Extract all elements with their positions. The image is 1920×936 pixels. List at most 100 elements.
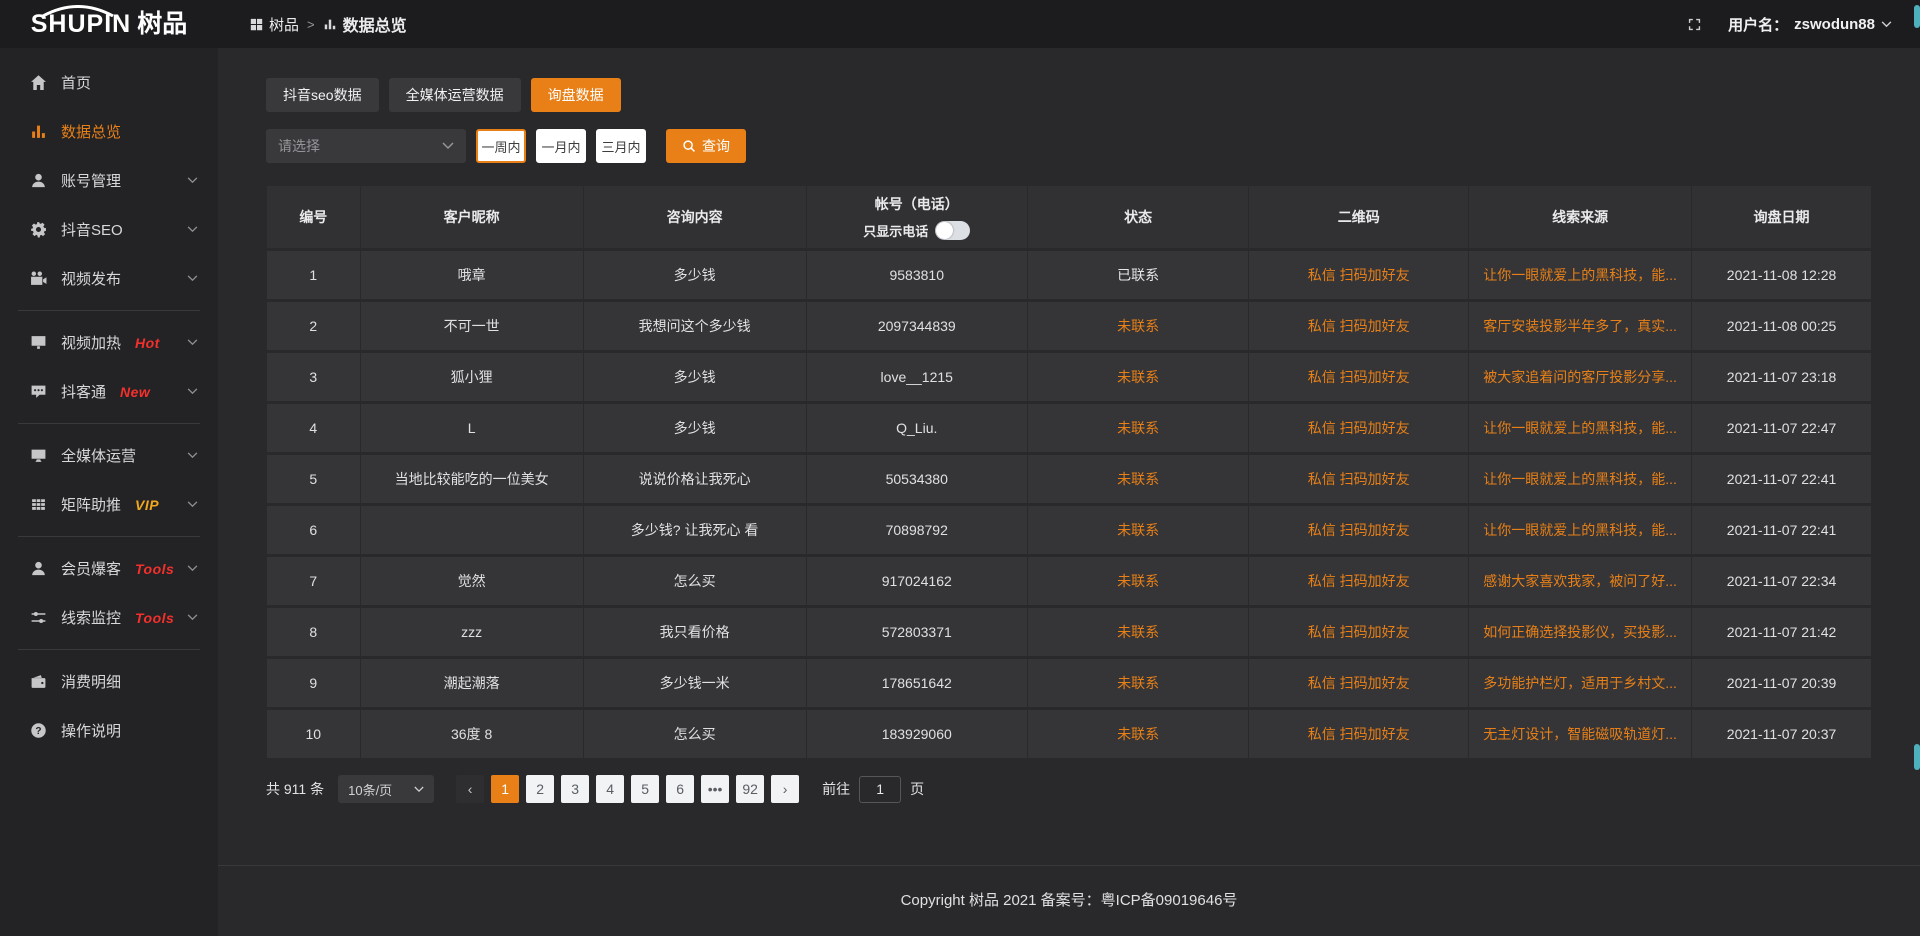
qr-friend-link[interactable]: 私信 扫码加好友 [1307,420,1410,436]
lead-source-link[interactable]: 让你一眼就爱上的黑科技，能... [1483,522,1677,538]
page-button-1[interactable]: 1 [491,775,520,803]
account-select[interactable]: 请选择 [266,129,466,163]
lead-source-link[interactable]: 感谢大家喜欢我家，被问了好... [1483,573,1677,589]
page-ellipsis-button[interactable]: ••• [701,775,730,803]
breadcrumb-root[interactable]: 树品 [250,14,299,35]
next-page-button[interactable]: › [771,775,800,803]
col-qrcode: 二维码 [1249,186,1469,248]
sidebar: 首页 数据总览 账号管理 抖音SEO 视频发布 视频加热 Hot 抖客通 New… [0,48,218,936]
new-badge: New [120,383,151,400]
sidebar-item-account-mgmt[interactable]: 账号管理 [0,156,218,205]
status-badge: 未联系 [1117,369,1160,385]
fullscreen-icon[interactable] [1687,17,1702,32]
per-page-select[interactable]: 10条/页 [338,775,435,803]
tools-badge: Tools [135,560,175,577]
page-button-6[interactable]: 6 [666,775,695,803]
table-row: 4 L 多少钱 Q_Liu. 未联系 私信 扫码加好友 让你一眼就爱上的黑科技，… [267,404,1871,452]
qr-friend-link[interactable]: 私信 扫码加好友 [1307,624,1410,640]
inquiry-table: 编号 客户昵称 咨询内容 帐号（电话） 只显示电话 状态 二维码 线索来源 询盘… [266,183,1872,761]
vip-badge: VIP [135,496,160,513]
goto-page-input[interactable] [859,775,902,803]
qr-friend-link[interactable]: 私信 扫码加好友 [1307,318,1410,334]
lead-source-link[interactable]: 让你一眼就爱上的黑科技，能... [1483,267,1677,283]
sidebar-item-video-heating[interactable]: 视频加热 Hot [0,318,218,367]
qr-friend-link[interactable]: 私信 扫码加好友 [1307,471,1410,487]
sidebar-item-omni-media[interactable]: 全媒体运营 [0,431,218,480]
tab-inquiry-data[interactable]: 询盘数据 [530,78,621,112]
copyright-text: Copyright 树品 2021 备案号：粤ICP备09019646号 [900,892,1238,909]
lead-source-link[interactable]: 如何正确选择投影仪，买投影... [1483,624,1677,640]
sidebar-item-help[interactable]: ? 操作说明 [0,706,218,755]
home-icon [30,74,47,91]
lead-source-link[interactable]: 无主灯设计，智能磁吸轨道灯... [1483,726,1677,742]
sidebar-item-home[interactable]: 首页 [0,58,218,107]
toggle-knob [936,222,954,239]
status-badge: 未联系 [1117,624,1160,640]
col-account: 帐号（电话） 只显示电话 [806,186,1027,248]
lead-source-link[interactable]: 让你一眼就爱上的黑科技，能... [1483,471,1677,487]
sidebar-item-lead-monitor[interactable]: 线索监控 Tools [0,593,218,642]
sidebar-item-data-overview[interactable]: 数据总览 [0,107,218,156]
lead-source-link[interactable]: 让你一眼就爱上的黑科技，能... [1483,420,1677,436]
lead-source-link[interactable]: 多功能护栏灯，适用于乡村文... [1483,675,1677,691]
sidebar-item-douketong[interactable]: 抖客通 New [0,367,218,416]
chevron-down-icon [187,226,198,233]
table-row: 1 哦章 多少钱 9583810 已联系 私信 扫码加好友 让你一眼就爱上的黑科… [267,251,1871,299]
svg-text:?: ? [35,726,41,737]
page-button-92[interactable]: 92 [736,775,765,803]
hot-badge: Hot [135,334,160,351]
period-quarter-button[interactable]: 三月内 [596,129,646,163]
sidebar-item-member-burst[interactable]: 会员爆客 Tools [0,544,218,593]
qr-friend-link[interactable]: 私信 扫码加好友 [1307,522,1410,538]
search-icon [682,139,696,153]
user-icon [30,172,47,189]
table-row: 5 当地比较能吃的一位美女 说说价格让我死心 50534380 未联系 私信 扫… [267,455,1871,503]
chevron-down-icon [187,388,198,395]
chevron-down-icon [187,452,198,459]
period-month-button[interactable]: 一月内 [536,129,586,163]
sidebar-item-matrix-boost[interactable]: 矩阵助推 VIP [0,480,218,529]
bar-chart-icon [323,17,337,31]
scrollbar-thumb[interactable] [1914,5,1920,28]
sidebar-item-douyin-seo[interactable]: 抖音SEO [0,205,218,254]
period-week-button[interactable]: 一周内 [476,129,526,163]
qr-friend-link[interactable]: 私信 扫码加好友 [1307,573,1410,589]
goto-label: 前往 [822,781,851,797]
page-button-4[interactable]: 4 [596,775,625,803]
breadcrumb-separator: > [307,16,315,32]
search-button[interactable]: 查询 [666,129,746,163]
lead-source-link[interactable]: 客厅安装投影半年多了，真实... [1483,318,1677,334]
member-icon [30,560,47,577]
table-row: 3 狐小狸 多少钱 love__1215 未联系 私信 扫码加好友 被大家追着问… [267,353,1871,401]
table-row: 6 多少钱? 让我死心 看 70898792 未联系 私信 扫码加好友 让你一眼… [267,506,1871,554]
sliders-icon [30,609,47,626]
table-row: 7 觉然 怎么买 917024162 未联系 私信 扫码加好友 感谢大家喜欢我家… [267,557,1871,605]
select-placeholder: 请选择 [278,138,320,154]
qr-friend-link[interactable]: 私信 扫码加好友 [1307,726,1410,742]
lead-source-link[interactable]: 被大家追着问的客厅投影分享... [1483,369,1677,385]
topbar-right: 用户名： zswodun88 [1687,14,1920,35]
col-content: 咨询内容 [583,186,806,248]
sidebar-item-spend-detail[interactable]: 消费明细 [0,657,218,706]
bar-chart-icon [30,123,47,140]
qr-friend-link[interactable]: 私信 扫码加好友 [1307,675,1410,691]
user-menu[interactable]: 用户名： zswodun88 [1728,14,1892,35]
table-row: 10 36度 8 怎么买 183929060 未联系 私信 扫码加好友 无主灯设… [267,710,1871,758]
qr-friend-link[interactable]: 私信 扫码加好友 [1307,267,1410,283]
data-tabs: 抖音seo数据 全媒体运营数据 询盘数据 [266,48,1872,112]
chevron-down-icon [187,177,198,184]
page-button-2[interactable]: 2 [526,775,555,803]
tab-omni-media-data[interactable]: 全媒体运营数据 [388,78,521,112]
app-logo: SHUPIN 树品 [0,0,218,48]
prev-page-button[interactable]: ‹ [456,775,485,803]
scrollbar-thumb[interactable] [1914,744,1920,770]
qr-friend-link[interactable]: 私信 扫码加好友 [1307,369,1410,385]
sidebar-item-video-publish[interactable]: 视频发布 [0,254,218,303]
breadcrumb-current: 数据总览 [323,12,407,36]
phone-only-toggle[interactable] [935,221,971,240]
page-button-3[interactable]: 3 [561,775,590,803]
page-button-5[interactable]: 5 [631,775,660,803]
tab-douyin-seo-data[interactable]: 抖音seo数据 [266,78,379,112]
status-badge: 未联系 [1117,675,1160,691]
breadcrumb: 树品 > 数据总览 [250,12,407,36]
